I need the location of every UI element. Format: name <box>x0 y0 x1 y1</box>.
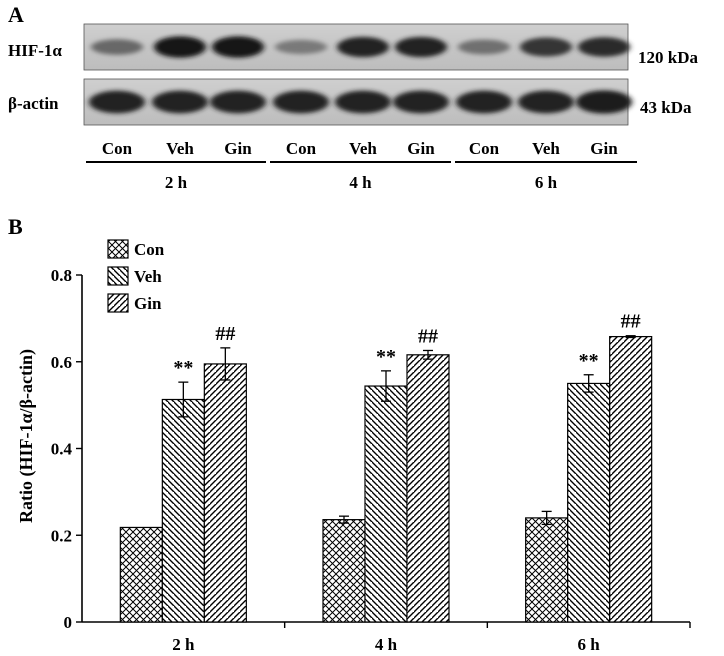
lane-label: Gin <box>590 139 618 158</box>
significance-marker: ## <box>215 323 235 345</box>
significance-marker: ** <box>173 357 193 379</box>
legend-label: Gin <box>134 294 162 313</box>
blot-protein-actin: β-actin <box>8 94 59 113</box>
bar-veh <box>161 398 205 623</box>
time-group-label: 2 h <box>165 173 188 192</box>
time-group-labels: 2 h 4 h 6 h <box>165 173 558 192</box>
y-tick-label: 0.8 <box>51 266 72 285</box>
bar-con <box>525 517 569 623</box>
actin-band <box>89 90 145 114</box>
significance-marker: ** <box>376 346 396 368</box>
hif-band <box>212 36 264 58</box>
lane-label: Con <box>102 139 133 158</box>
y-tick-label: 0 <box>64 613 73 632</box>
hif-bands <box>91 36 630 58</box>
lane-label: Con <box>469 139 500 158</box>
bar-gin <box>609 335 653 623</box>
hif-band <box>154 36 206 58</box>
chart-legend: Con Veh Gin <box>107 239 165 313</box>
hif-band <box>520 37 572 57</box>
blot-size-actin: 43 kDa <box>640 98 692 117</box>
actin-band <box>456 90 512 114</box>
legend-swatch <box>107 239 129 259</box>
hif-band <box>337 36 389 58</box>
chart-bars: ** ## ** ## ** ## <box>119 311 653 623</box>
x-tick-label: 6 h <box>578 635 601 654</box>
actin-band <box>335 90 391 114</box>
panel-b-label: B <box>8 214 23 239</box>
actin-band <box>393 90 449 114</box>
bar-veh <box>567 382 611 623</box>
y-tick-label: 0.2 <box>51 526 72 545</box>
time-group-label: 4 h <box>349 173 372 192</box>
y-tick-label: 0.4 <box>51 440 73 459</box>
blot-size-hif: 120 kDa <box>638 48 698 67</box>
significance-marker: ## <box>621 311 641 333</box>
legend-label: Con <box>134 240 165 259</box>
actin-band <box>152 90 208 114</box>
hif-band <box>395 36 447 58</box>
blot-protein-hif: HIF-1α <box>8 41 62 60</box>
legend-swatch <box>107 266 129 286</box>
lane-label: Veh <box>349 139 377 158</box>
actin-bands <box>89 90 632 114</box>
legend-swatch <box>107 293 129 313</box>
hif-band <box>578 37 630 57</box>
actin-band <box>576 90 632 114</box>
y-axis-label: Ratio (HIF-1α/β-actin) <box>16 349 37 523</box>
hif-band <box>91 39 143 55</box>
hif-band <box>275 39 327 55</box>
panel-a-label: A <box>8 2 24 27</box>
lane-label: Gin <box>407 139 435 158</box>
actin-band <box>273 90 329 114</box>
bar-gin <box>406 354 450 623</box>
lane-label: Veh <box>166 139 194 158</box>
western-blot: HIF-1α β-actin 120 kDa 43 kDa Con Veh Gin C… <box>8 23 698 192</box>
hif-band <box>458 39 510 55</box>
bar-gin <box>203 363 247 623</box>
lane-label: Con <box>286 139 317 158</box>
lane-label: Gin <box>224 139 252 158</box>
x-tick-label: 2 h <box>172 635 195 654</box>
x-tick-label: 4 h <box>375 635 398 654</box>
actin-band <box>518 90 574 114</box>
legend-label: Veh <box>134 267 162 286</box>
time-group-label: 6 h <box>535 173 558 192</box>
bar-con <box>322 519 366 623</box>
bar-veh <box>364 385 408 623</box>
bar-con <box>119 526 163 623</box>
lane-labels: Con Veh Gin Con Veh Gin Con Veh Gin <box>102 139 618 158</box>
significance-marker: ## <box>418 325 438 347</box>
y-tick-label: 0.6 <box>51 353 72 372</box>
significance-marker: ** <box>579 350 599 372</box>
actin-band <box>210 90 266 114</box>
lane-label: Veh <box>532 139 560 158</box>
